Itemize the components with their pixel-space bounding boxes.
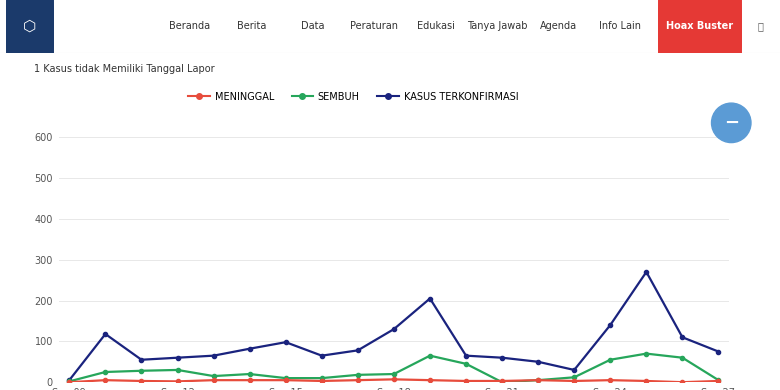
Text: Hoax Buster: Hoax Buster (666, 21, 733, 31)
FancyBboxPatch shape (658, 0, 742, 150)
Text: 🔍: 🔍 (757, 21, 763, 31)
Text: −: − (724, 114, 739, 132)
FancyBboxPatch shape (6, 0, 54, 152)
Text: Edukasi: Edukasi (417, 21, 455, 31)
Legend: MENINGGAL, SEMBUH, KASUS TERKONFIRMASI: MENINGGAL, SEMBUH, KASUS TERKONFIRMASI (185, 88, 522, 105)
Text: Tanya Jawab: Tanya Jawab (467, 21, 527, 31)
Text: Agenda: Agenda (540, 21, 577, 31)
Text: 1 Kasus tidak Memiliki Tanggal Lapor: 1 Kasus tidak Memiliki Tanggal Lapor (34, 64, 215, 74)
Text: ⬡: ⬡ (23, 19, 37, 34)
Circle shape (711, 103, 751, 143)
Text: Peraturan: Peraturan (350, 21, 399, 31)
Text: Beranda: Beranda (169, 21, 211, 31)
Text: Data: Data (301, 21, 324, 31)
Text: Berita: Berita (237, 21, 266, 31)
Text: Info Lain: Info Lain (599, 21, 641, 31)
